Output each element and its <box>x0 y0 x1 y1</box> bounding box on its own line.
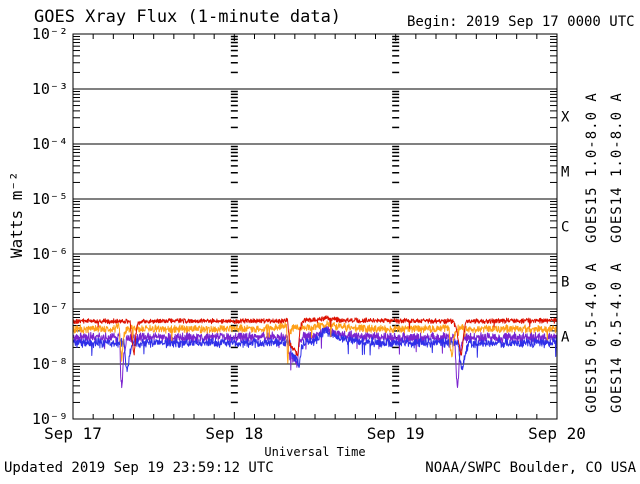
series-layer <box>72 315 558 389</box>
x-tick-label: Sep 19 <box>367 424 425 443</box>
x-tick-label: Sep 18 <box>205 424 263 443</box>
y-tick-label: 10⁻⁹ <box>32 410 68 428</box>
y-tick-label: 10⁻³ <box>32 80 68 98</box>
flare-class-label: X <box>561 110 570 126</box>
legend-goes15-long: GOES15 1.0-8.0 A <box>584 92 600 243</box>
plot-frame <box>72 33 558 420</box>
grid-layer <box>73 88 557 365</box>
series-line-goes14-0-5-4-0-a <box>72 325 558 389</box>
x-tick-label: Sep 17 <box>44 424 102 443</box>
flare-class-label: A <box>561 330 570 346</box>
legend-goes14-long: GOES14 1.0-8.0 A <box>609 92 625 243</box>
flare-class-label: C <box>561 220 569 236</box>
y-tick-label: 10⁻⁴ <box>32 135 68 153</box>
y-tick-label: 10⁻⁷ <box>32 300 68 318</box>
page-title: GOES Xray Flux (1-minute data) <box>34 7 341 27</box>
credit-text: NOAA/SWPC Boulder, CO USA <box>425 460 636 476</box>
legend-goes15-short: GOES15 0.5-4.0 A <box>584 262 600 413</box>
y-tick-label: 10⁻⁵ <box>32 190 68 208</box>
tick-layer <box>73 34 557 419</box>
begin-timestamp: Begin: 2019 Sep 17 0000 UTC <box>407 14 635 30</box>
series-line-goes14-1-0-8-0-a <box>72 320 558 364</box>
series-line-goes15-0-5-4-0-a <box>72 325 558 373</box>
y-axis-title: Watts m⁻² <box>7 171 26 258</box>
y-tick-label: 10⁻⁶ <box>32 245 68 263</box>
updated-timestamp: Updated 2019 Sep 19 23:59:12 UTC <box>4 460 274 476</box>
y-tick-label: 10⁻² <box>32 25 68 43</box>
y-tick-label: 10⁻⁸ <box>32 355 68 373</box>
x-tick-label: Sep 20 <box>528 424 586 443</box>
series-line-goes15-1-0-8-0-a <box>72 315 558 357</box>
flare-class-label: B <box>561 275 569 291</box>
flare-class-label: M <box>561 165 569 181</box>
legend-goes14-short: GOES14 0.5-4.0 A <box>609 262 625 413</box>
x-axis-title: Universal Time <box>264 445 365 459</box>
